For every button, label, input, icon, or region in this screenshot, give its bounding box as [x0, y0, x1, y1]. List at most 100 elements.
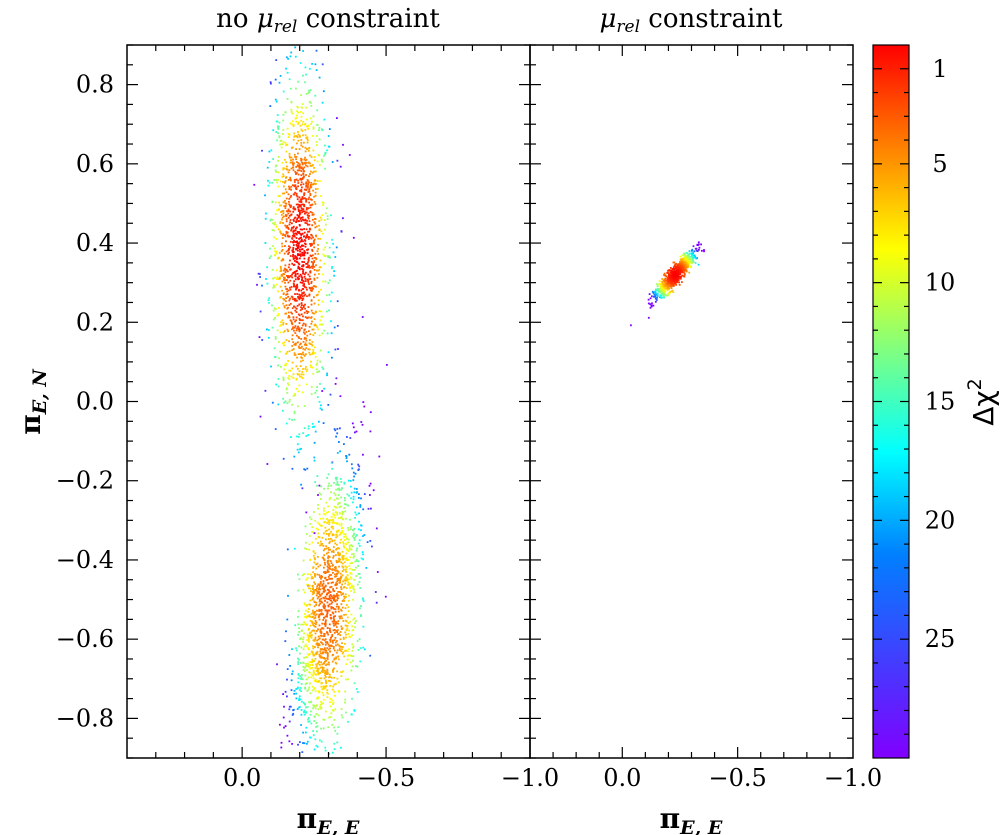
- scatter-point: [334, 615, 336, 617]
- scatter-point: [311, 689, 314, 692]
- scatter-point: [286, 695, 288, 698]
- scatter-point: [268, 181, 271, 184]
- scatter-point: [319, 609, 322, 612]
- scatter-point: [310, 282, 313, 285]
- scatter-point: [293, 393, 296, 395]
- scatter-point: [307, 139, 309, 142]
- scatter-point: [274, 98, 277, 101]
- scatter-point: [300, 178, 303, 181]
- scatter-point: [302, 648, 305, 651]
- scatter-point: [311, 634, 313, 637]
- scatter-point: [350, 544, 353, 546]
- scatter-point: [320, 315, 323, 318]
- scatter-point: [332, 589, 335, 592]
- scatter-point: [360, 557, 363, 560]
- scatter-point: [287, 226, 290, 229]
- scatter-point: [305, 310, 308, 312]
- scatter-point: [668, 273, 670, 276]
- scatter-point: [289, 268, 292, 271]
- scatter-point: [321, 702, 323, 705]
- scatter-point: [288, 248, 290, 251]
- scatter-point: [346, 574, 349, 577]
- scatter-point: [287, 210, 290, 212]
- scatter-point: [308, 275, 311, 278]
- scatter-point: [321, 160, 324, 163]
- scatter-point: [280, 746, 283, 749]
- scatter-point: [338, 489, 341, 492]
- scatter-point: [349, 562, 352, 565]
- scatter-point: [280, 365, 282, 368]
- scatter-point: [344, 557, 346, 560]
- scatter-point: [334, 661, 337, 664]
- scatter-point: [657, 288, 660, 291]
- scatter-point: [325, 641, 328, 644]
- scatter-point: [312, 615, 314, 618]
- scatter-point: [284, 207, 287, 209]
- scatter-point: [314, 183, 317, 185]
- scatter-point: [347, 610, 350, 613]
- scatter-point: [307, 676, 310, 679]
- scatter-point: [284, 224, 287, 227]
- scatter-point: [299, 224, 301, 227]
- colorbar-tick-label: 15: [925, 388, 956, 416]
- scatter-point: [309, 165, 312, 167]
- scatter-point: [314, 574, 316, 576]
- scatter-point: [335, 559, 338, 562]
- scatter-point: [343, 579, 346, 582]
- scatter-point: [301, 123, 304, 126]
- scatter-point: [311, 250, 314, 252]
- scatter-point: [306, 125, 308, 128]
- scatter-point: [306, 656, 309, 659]
- scatter-point: [337, 551, 339, 554]
- scatter-point: [288, 198, 291, 200]
- scatter-point: [288, 705, 291, 708]
- scatter-point: [288, 315, 290, 317]
- scatter-point: [285, 288, 288, 290]
- scatter-point: [672, 266, 675, 269]
- scatter-point: [334, 383, 337, 385]
- scatter-point: [323, 532, 325, 535]
- scatter-point: [306, 662, 309, 665]
- scatter-point: [302, 280, 305, 282]
- scatter-point: [355, 506, 358, 509]
- scatter-point: [352, 587, 355, 590]
- scatter-point: [314, 481, 316, 483]
- scatter-point: [278, 307, 280, 309]
- scatter-point: [351, 585, 353, 588]
- scatter-point: [685, 251, 688, 254]
- scatter-point: [655, 299, 658, 301]
- scatter-point: [319, 672, 322, 674]
- scatter-point: [332, 617, 335, 620]
- scatter-point: [314, 573, 316, 575]
- scatter-point: [287, 306, 289, 309]
- scatter-point: [283, 277, 286, 279]
- scatter-point: [697, 241, 700, 244]
- scatter-point: [301, 674, 303, 676]
- scatter-point: [302, 121, 305, 123]
- scatter-point: [307, 663, 310, 666]
- scatter-point: [320, 600, 323, 603]
- scatter-point: [283, 252, 286, 255]
- scatter-point: [329, 616, 332, 619]
- scatter-point: [311, 591, 314, 593]
- scatter-point: [294, 278, 297, 281]
- scatter-point: [313, 277, 316, 280]
- scatter-point: [321, 300, 324, 303]
- scatter-point: [271, 326, 274, 329]
- scatter-point: [304, 623, 307, 625]
- scatter-point: [297, 131, 299, 133]
- scatter-point: [347, 504, 349, 507]
- scatter-point: [341, 570, 344, 573]
- scatter-point: [306, 334, 309, 337]
- scatter-point: [287, 208, 290, 211]
- scatter-point: [332, 588, 334, 590]
- scatter-point: [301, 292, 304, 294]
- scatter-point: [292, 244, 295, 246]
- scatter-point: [299, 675, 302, 677]
- scatter-point: [336, 325, 339, 327]
- scatter-point: [305, 578, 307, 581]
- scatter-point: [294, 241, 296, 243]
- scatter-point: [318, 138, 321, 141]
- scatter-point: [282, 297, 285, 300]
- scatter-point: [331, 525, 334, 528]
